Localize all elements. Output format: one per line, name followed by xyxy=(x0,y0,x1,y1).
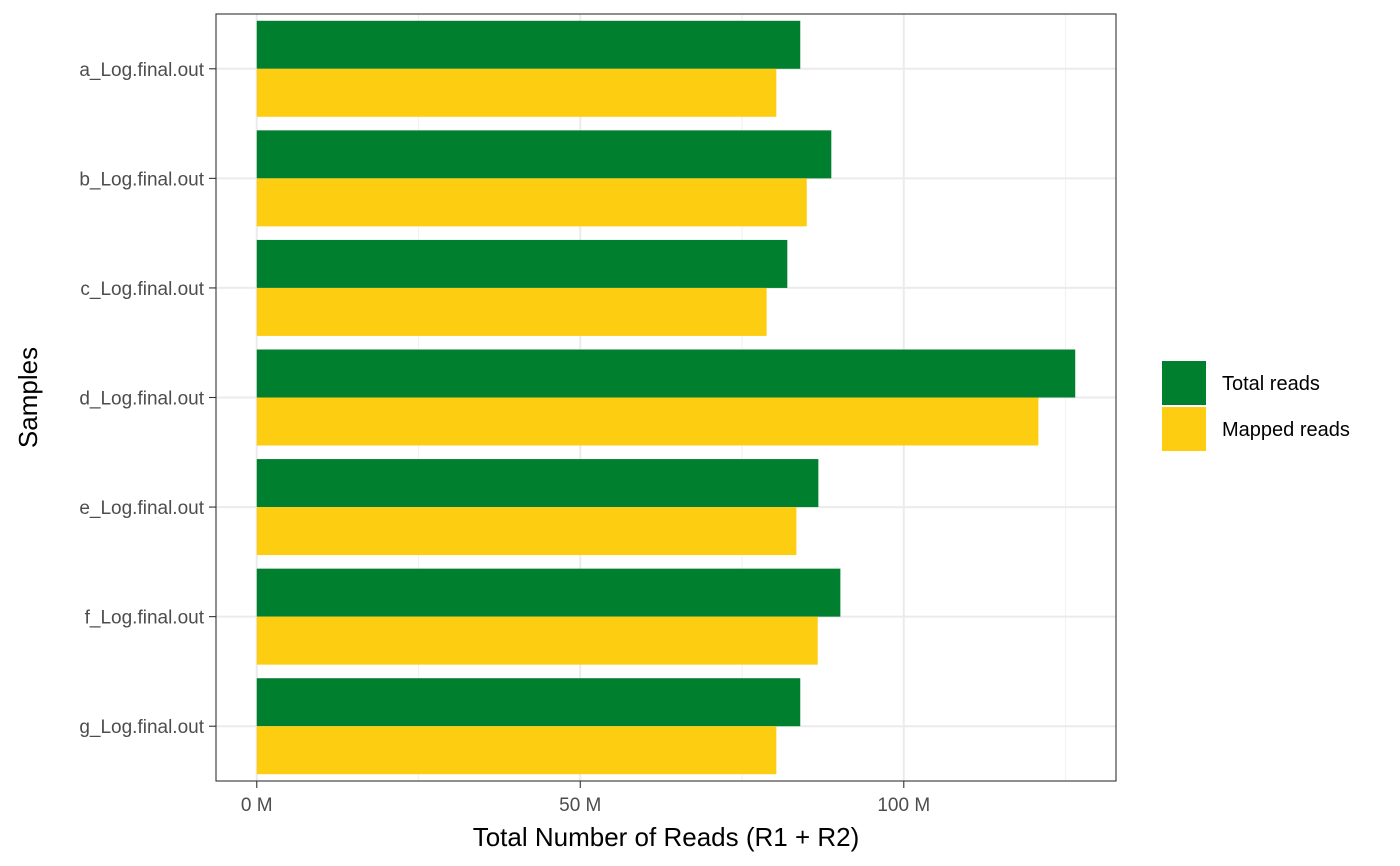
y-tick-label: b_Log.final.out xyxy=(79,169,204,190)
bars xyxy=(256,20,1076,775)
bar-mapped-reads xyxy=(256,178,807,227)
y-tick-label: f_Log.final.out xyxy=(85,608,205,629)
legend-swatch xyxy=(1162,361,1206,405)
y-tick-label: c_Log.final.out xyxy=(80,279,204,300)
x-tick-label: 50 M xyxy=(559,795,601,816)
bar-mapped-reads xyxy=(256,726,777,775)
legend-swatch xyxy=(1162,407,1206,451)
x-tick-label: 0 M xyxy=(241,795,273,816)
bar-total-reads xyxy=(256,459,819,508)
x-axis-title: Total Number of Reads (R1 + R2) xyxy=(473,822,860,852)
bar-total-reads xyxy=(256,130,832,179)
legend-label: Mapped reads xyxy=(1222,419,1350,441)
y-tick-label: a_Log.final.out xyxy=(79,60,204,81)
bar-mapped-reads xyxy=(256,616,818,665)
y-tick-label: e_Log.final.out xyxy=(79,498,204,519)
bar-mapped-reads xyxy=(256,68,777,117)
bar-total-reads xyxy=(256,678,801,727)
y-axis: a_Log.final.out b_Log.final.out c_Log.fina… xyxy=(79,60,216,738)
legend-label: Total reads xyxy=(1222,373,1320,395)
bar-total-reads xyxy=(256,20,801,69)
bar-mapped-reads xyxy=(256,397,1039,446)
bar-mapped-reads xyxy=(256,507,797,556)
y-axis-title: Samples xyxy=(13,347,43,448)
bar-total-reads xyxy=(256,239,788,288)
x-tick-label: 100 M xyxy=(877,795,930,816)
bar-total-reads xyxy=(256,349,1076,398)
y-tick-label: g_Log.final.out xyxy=(79,717,204,738)
y-tick-label: d_Log.final.out xyxy=(79,389,204,410)
bar-total-reads xyxy=(256,568,841,617)
bar-mapped-reads xyxy=(256,287,767,336)
legend: Total reads Mapped reads xyxy=(1162,361,1350,451)
x-axis: 0 M 50 M 100 M xyxy=(241,781,930,816)
